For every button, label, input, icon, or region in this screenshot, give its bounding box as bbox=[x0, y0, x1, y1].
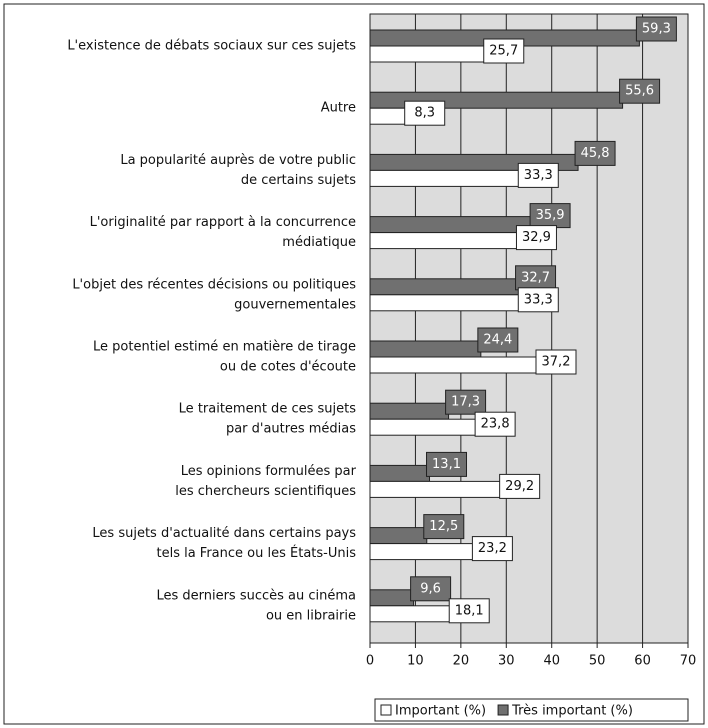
category-label: les chercheurs scientifiques bbox=[175, 484, 356, 499]
value-label-box bbox=[619, 78, 661, 104]
value-label-box bbox=[635, 16, 677, 42]
value-label-box bbox=[515, 225, 557, 251]
value-label: 12,5 bbox=[429, 519, 458, 534]
value-label: 45,8 bbox=[581, 146, 610, 161]
value-label: 29,2 bbox=[505, 479, 534, 494]
value-label: 33,3 bbox=[524, 292, 553, 307]
bar bbox=[369, 294, 522, 312]
bar bbox=[369, 605, 453, 623]
value-label: 32,7 bbox=[521, 270, 550, 285]
bar bbox=[369, 418, 479, 436]
x-tick-label: 60 bbox=[634, 654, 651, 669]
legend-label: Important (%) bbox=[395, 704, 486, 719]
x-tick-label: 50 bbox=[589, 654, 606, 669]
value-label-box bbox=[483, 38, 525, 64]
bar bbox=[369, 402, 450, 420]
value-label-box bbox=[574, 140, 616, 166]
legend-box bbox=[374, 698, 689, 722]
category-label: Les opinions formulées par bbox=[181, 464, 357, 479]
value-label: 37,2 bbox=[542, 355, 571, 370]
category-label: gouvernementales bbox=[234, 297, 356, 312]
x-tick-label: 30 bbox=[498, 654, 515, 669]
value-label: 35,9 bbox=[536, 208, 565, 223]
value-label-box bbox=[445, 389, 487, 415]
value-label-box bbox=[471, 536, 513, 562]
value-label-box bbox=[426, 451, 468, 477]
value-label-box bbox=[448, 598, 490, 624]
bar bbox=[369, 45, 488, 63]
value-label: 18,1 bbox=[455, 603, 484, 618]
value-label-box bbox=[410, 576, 452, 602]
bar bbox=[369, 480, 504, 498]
bar bbox=[369, 169, 522, 187]
category-label: L'existence de débats sociaux sur ces su… bbox=[67, 39, 356, 54]
category-label: de certains sujets bbox=[241, 173, 356, 188]
value-label: 32,9 bbox=[522, 230, 551, 245]
legend-label: Très important (%) bbox=[511, 704, 633, 719]
category-label: Autre bbox=[321, 101, 356, 116]
bar bbox=[369, 340, 482, 358]
category-label: Les derniers succès au cinéma bbox=[156, 588, 356, 603]
value-label-box bbox=[423, 514, 465, 540]
bar bbox=[369, 216, 534, 234]
legend-swatch bbox=[380, 704, 392, 716]
bar bbox=[369, 527, 428, 545]
category-label: L'originalité par rapport à la concurren… bbox=[90, 215, 356, 230]
bar bbox=[369, 232, 520, 250]
category-label: Le potentiel estimé en matière de tirage bbox=[93, 340, 356, 355]
value-label: 17,3 bbox=[451, 395, 480, 410]
value-label: 33,3 bbox=[524, 168, 553, 183]
value-label-box bbox=[517, 162, 559, 188]
category-label: par d'autres médias bbox=[226, 422, 356, 437]
category-label: Le traitement de ces sujets bbox=[179, 402, 357, 417]
value-label-box bbox=[404, 100, 446, 126]
bar bbox=[369, 107, 409, 125]
value-label: 55,6 bbox=[625, 84, 654, 99]
value-label: 23,8 bbox=[481, 417, 510, 432]
value-label: 24,4 bbox=[483, 333, 512, 348]
value-label-box bbox=[499, 473, 541, 499]
value-label-box bbox=[474, 411, 516, 437]
bar bbox=[369, 356, 540, 374]
category-label: La popularité auprès de votre public bbox=[120, 153, 356, 168]
value-label: 13,1 bbox=[432, 457, 461, 472]
category-label: médiatique bbox=[282, 235, 356, 250]
value-label: 23,2 bbox=[478, 541, 507, 556]
category-label: tels la France ou les États-Unis bbox=[156, 545, 356, 561]
bar bbox=[369, 589, 415, 607]
category-label: Les sujets d'actualité dans certains pay… bbox=[92, 526, 356, 541]
x-tick-label: 10 bbox=[407, 654, 424, 669]
category-label: L'objet des récentes décisions ou politi… bbox=[72, 277, 356, 292]
value-label-box bbox=[517, 287, 559, 313]
bar bbox=[369, 464, 431, 482]
value-label-box bbox=[535, 349, 577, 375]
x-tick-label: 70 bbox=[680, 654, 697, 669]
bar bbox=[369, 278, 520, 296]
legend-swatch bbox=[497, 704, 509, 716]
value-label: 25,7 bbox=[489, 44, 518, 59]
x-tick-label: 0 bbox=[366, 654, 374, 669]
value-label: 8,3 bbox=[414, 106, 435, 121]
bar bbox=[369, 543, 476, 561]
x-tick-label: 20 bbox=[453, 654, 470, 669]
value-label: 59,3 bbox=[642, 22, 671, 37]
category-label: ou en librairie bbox=[266, 608, 356, 623]
value-label: 9,6 bbox=[420, 581, 441, 596]
value-label-box bbox=[477, 327, 519, 353]
x-tick-label: 40 bbox=[543, 654, 560, 669]
category-label: ou de cotes d'écoute bbox=[220, 360, 356, 375]
